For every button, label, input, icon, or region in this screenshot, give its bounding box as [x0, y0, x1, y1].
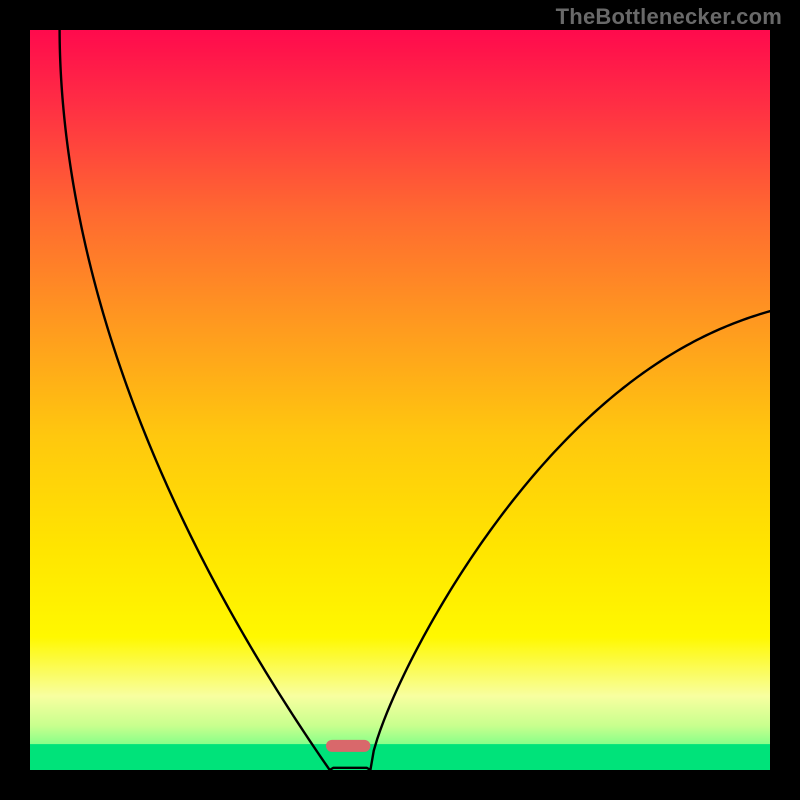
plot-background — [30, 30, 770, 770]
bottleneck-chart — [0, 0, 800, 800]
trough-marker — [326, 740, 370, 752]
chart-root: TheBottlenecker.com — [0, 0, 800, 800]
watermark-text: TheBottlenecker.com — [556, 4, 782, 30]
baseline-floor — [30, 744, 770, 770]
